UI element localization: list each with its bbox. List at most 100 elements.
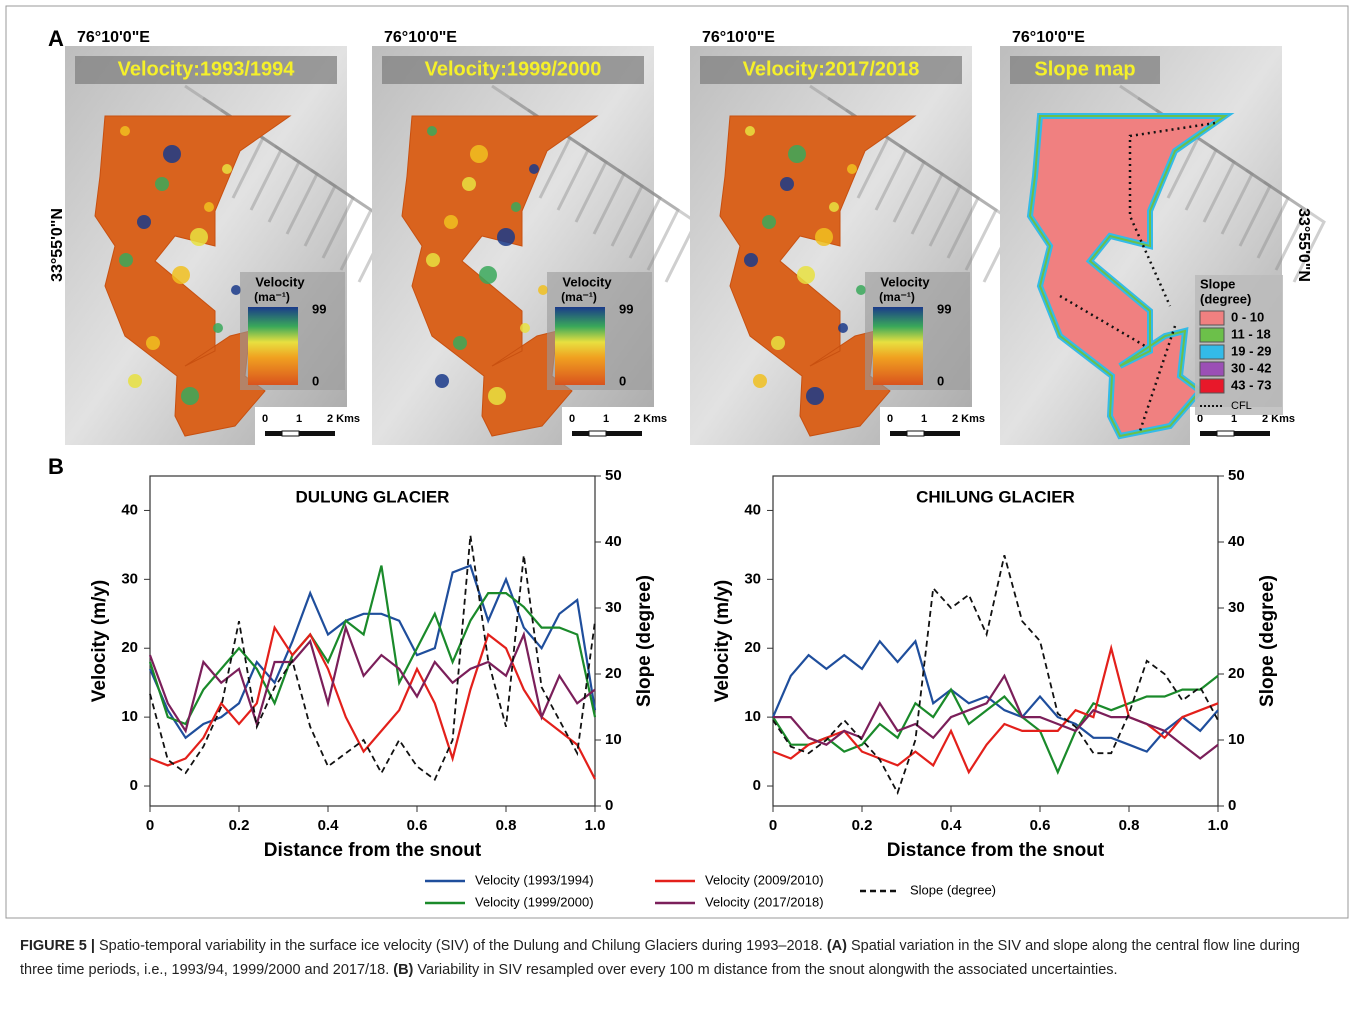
velocity-line: [149, 624, 596, 780]
map-ridge: [827, 96, 890, 199]
scale-bar: [906, 430, 925, 437]
scale-label: 2 Kms: [952, 413, 985, 425]
map-ridge: [1245, 168, 1308, 271]
velocity-patch: [119, 253, 133, 267]
x-tick-label: 0: [146, 817, 154, 834]
legend-swatch: [1199, 344, 1225, 360]
caption: FIGURE 5 | Spatio-temporal variability i…: [20, 934, 1330, 982]
y2-axis-label: Slope (degree): [634, 575, 655, 707]
velocity-patch: [128, 374, 142, 388]
x-tick-label: 0.8: [1119, 817, 1140, 834]
scale-bar: [572, 431, 642, 436]
velocity-patch: [806, 387, 824, 405]
map-title: Velocity:2017/2018: [743, 58, 920, 80]
legend-label: Velocity (1993/1994): [475, 872, 594, 887]
scale-bar: [265, 431, 335, 436]
velocity-line: [148, 564, 597, 740]
y-tick-label: 30: [744, 570, 761, 587]
caption-text: Variability in SIV resampled over every …: [413, 962, 1118, 978]
legend-max: 99: [619, 301, 633, 316]
lon-label: 76°10'0"E: [384, 29, 457, 46]
legend-min: 0: [619, 373, 626, 388]
velocity-line: [148, 565, 597, 726]
velocity-patch: [435, 374, 449, 388]
velocity-patch: [172, 266, 190, 284]
scale-bar-bg: [562, 407, 654, 445]
velocity-patch: [204, 202, 214, 212]
map-ridge: [917, 156, 980, 259]
chart-title: DULUNG GLACIER: [296, 487, 450, 506]
x-axis-label: Distance from the snout: [264, 840, 482, 861]
velocity-patch: [745, 126, 755, 136]
velocity-patch: [181, 387, 199, 405]
velocity-patch: [538, 285, 548, 295]
velocity-patch: [856, 285, 866, 295]
map-ridge: [617, 168, 680, 271]
y-tick-label: 10: [744, 708, 761, 725]
plot-frame: [772, 475, 1219, 807]
velocity-patch: [146, 336, 160, 350]
y2-tick-label: 0: [605, 797, 613, 814]
map-title-box: [75, 56, 337, 84]
velocity-patch: [222, 164, 232, 174]
map-ridge: [256, 132, 319, 235]
central-flow-line: [1059, 121, 1216, 432]
lat-label: 33°55'0"N: [49, 208, 66, 282]
velocity-patch: [511, 202, 521, 212]
caption-label: (A): [826, 938, 847, 954]
scale-bar: [1200, 431, 1270, 436]
y2-tick-label: 20: [605, 665, 622, 682]
map-title: Velocity:1999/2000: [425, 58, 602, 80]
scale-bar: [1216, 430, 1235, 437]
lon-label: 76°10'0"E: [77, 29, 150, 46]
lon-label: 76°10'0"E: [702, 29, 775, 46]
lon-label: 76°10'0"E: [1012, 29, 1085, 46]
y2-tick-label: 50: [1228, 467, 1245, 484]
velocity-patch: [155, 177, 169, 191]
map-ridge: [1209, 144, 1272, 247]
y2-tick-label: 20: [1228, 665, 1245, 682]
velocity-patch: [815, 228, 833, 246]
x-tick-label: 1.0: [1208, 817, 1229, 834]
map-title-box: [1010, 56, 1160, 84]
legend-swatch: [1199, 361, 1225, 377]
legend-label: Velocity (2017/2018): [705, 894, 824, 909]
legend-label: Velocity (1999/2000): [475, 894, 594, 909]
legend-swatch: [1199, 327, 1225, 343]
map-ridge: [292, 156, 355, 259]
legend-max: 99: [937, 301, 951, 316]
map-title-box: [382, 56, 644, 84]
scale-label: 0: [887, 413, 893, 425]
map-title: Slope map: [1034, 58, 1135, 80]
x-tick-label: 0.2: [229, 817, 250, 834]
legend-title: Velocity: [880, 274, 930, 289]
legend-min: 0: [937, 373, 944, 388]
map-ridge: [899, 144, 962, 247]
y-tick-label: 0: [753, 777, 761, 794]
x-axis-label: Distance from the snout: [887, 840, 1105, 861]
map-ridge: [935, 168, 998, 271]
scale-bar: [588, 430, 607, 437]
legend-unit: (ma⁻¹): [254, 290, 290, 304]
figure: A B 76°10'0"E Velocity:1993/1994 0 1 2 Kms Ve…: [5, 5, 1349, 919]
velocity-patch: [427, 126, 437, 136]
scale-label: 1: [1231, 413, 1237, 425]
y-tick-label: 30: [121, 570, 138, 587]
scale-label: 0: [1197, 413, 1203, 425]
x-tick-label: 0.8: [496, 817, 517, 834]
legend-max: 99: [312, 301, 326, 316]
legend-label: CFL: [1231, 400, 1252, 412]
y2-tick-label: 10: [1228, 731, 1245, 748]
scale-label: 1: [921, 413, 927, 425]
map-title-box: [700, 56, 962, 84]
x-tick-label: 0: [769, 817, 777, 834]
y-tick-label: 40: [121, 501, 138, 518]
legend-title: Velocity: [562, 274, 612, 289]
velocity-patch: [497, 228, 515, 246]
map-ridge: [274, 144, 337, 247]
legend-label: 43 - 73: [1231, 377, 1271, 392]
caption-label: (B): [393, 962, 414, 978]
scale-label: 1: [296, 413, 302, 425]
scale-bar-bg: [880, 407, 972, 445]
